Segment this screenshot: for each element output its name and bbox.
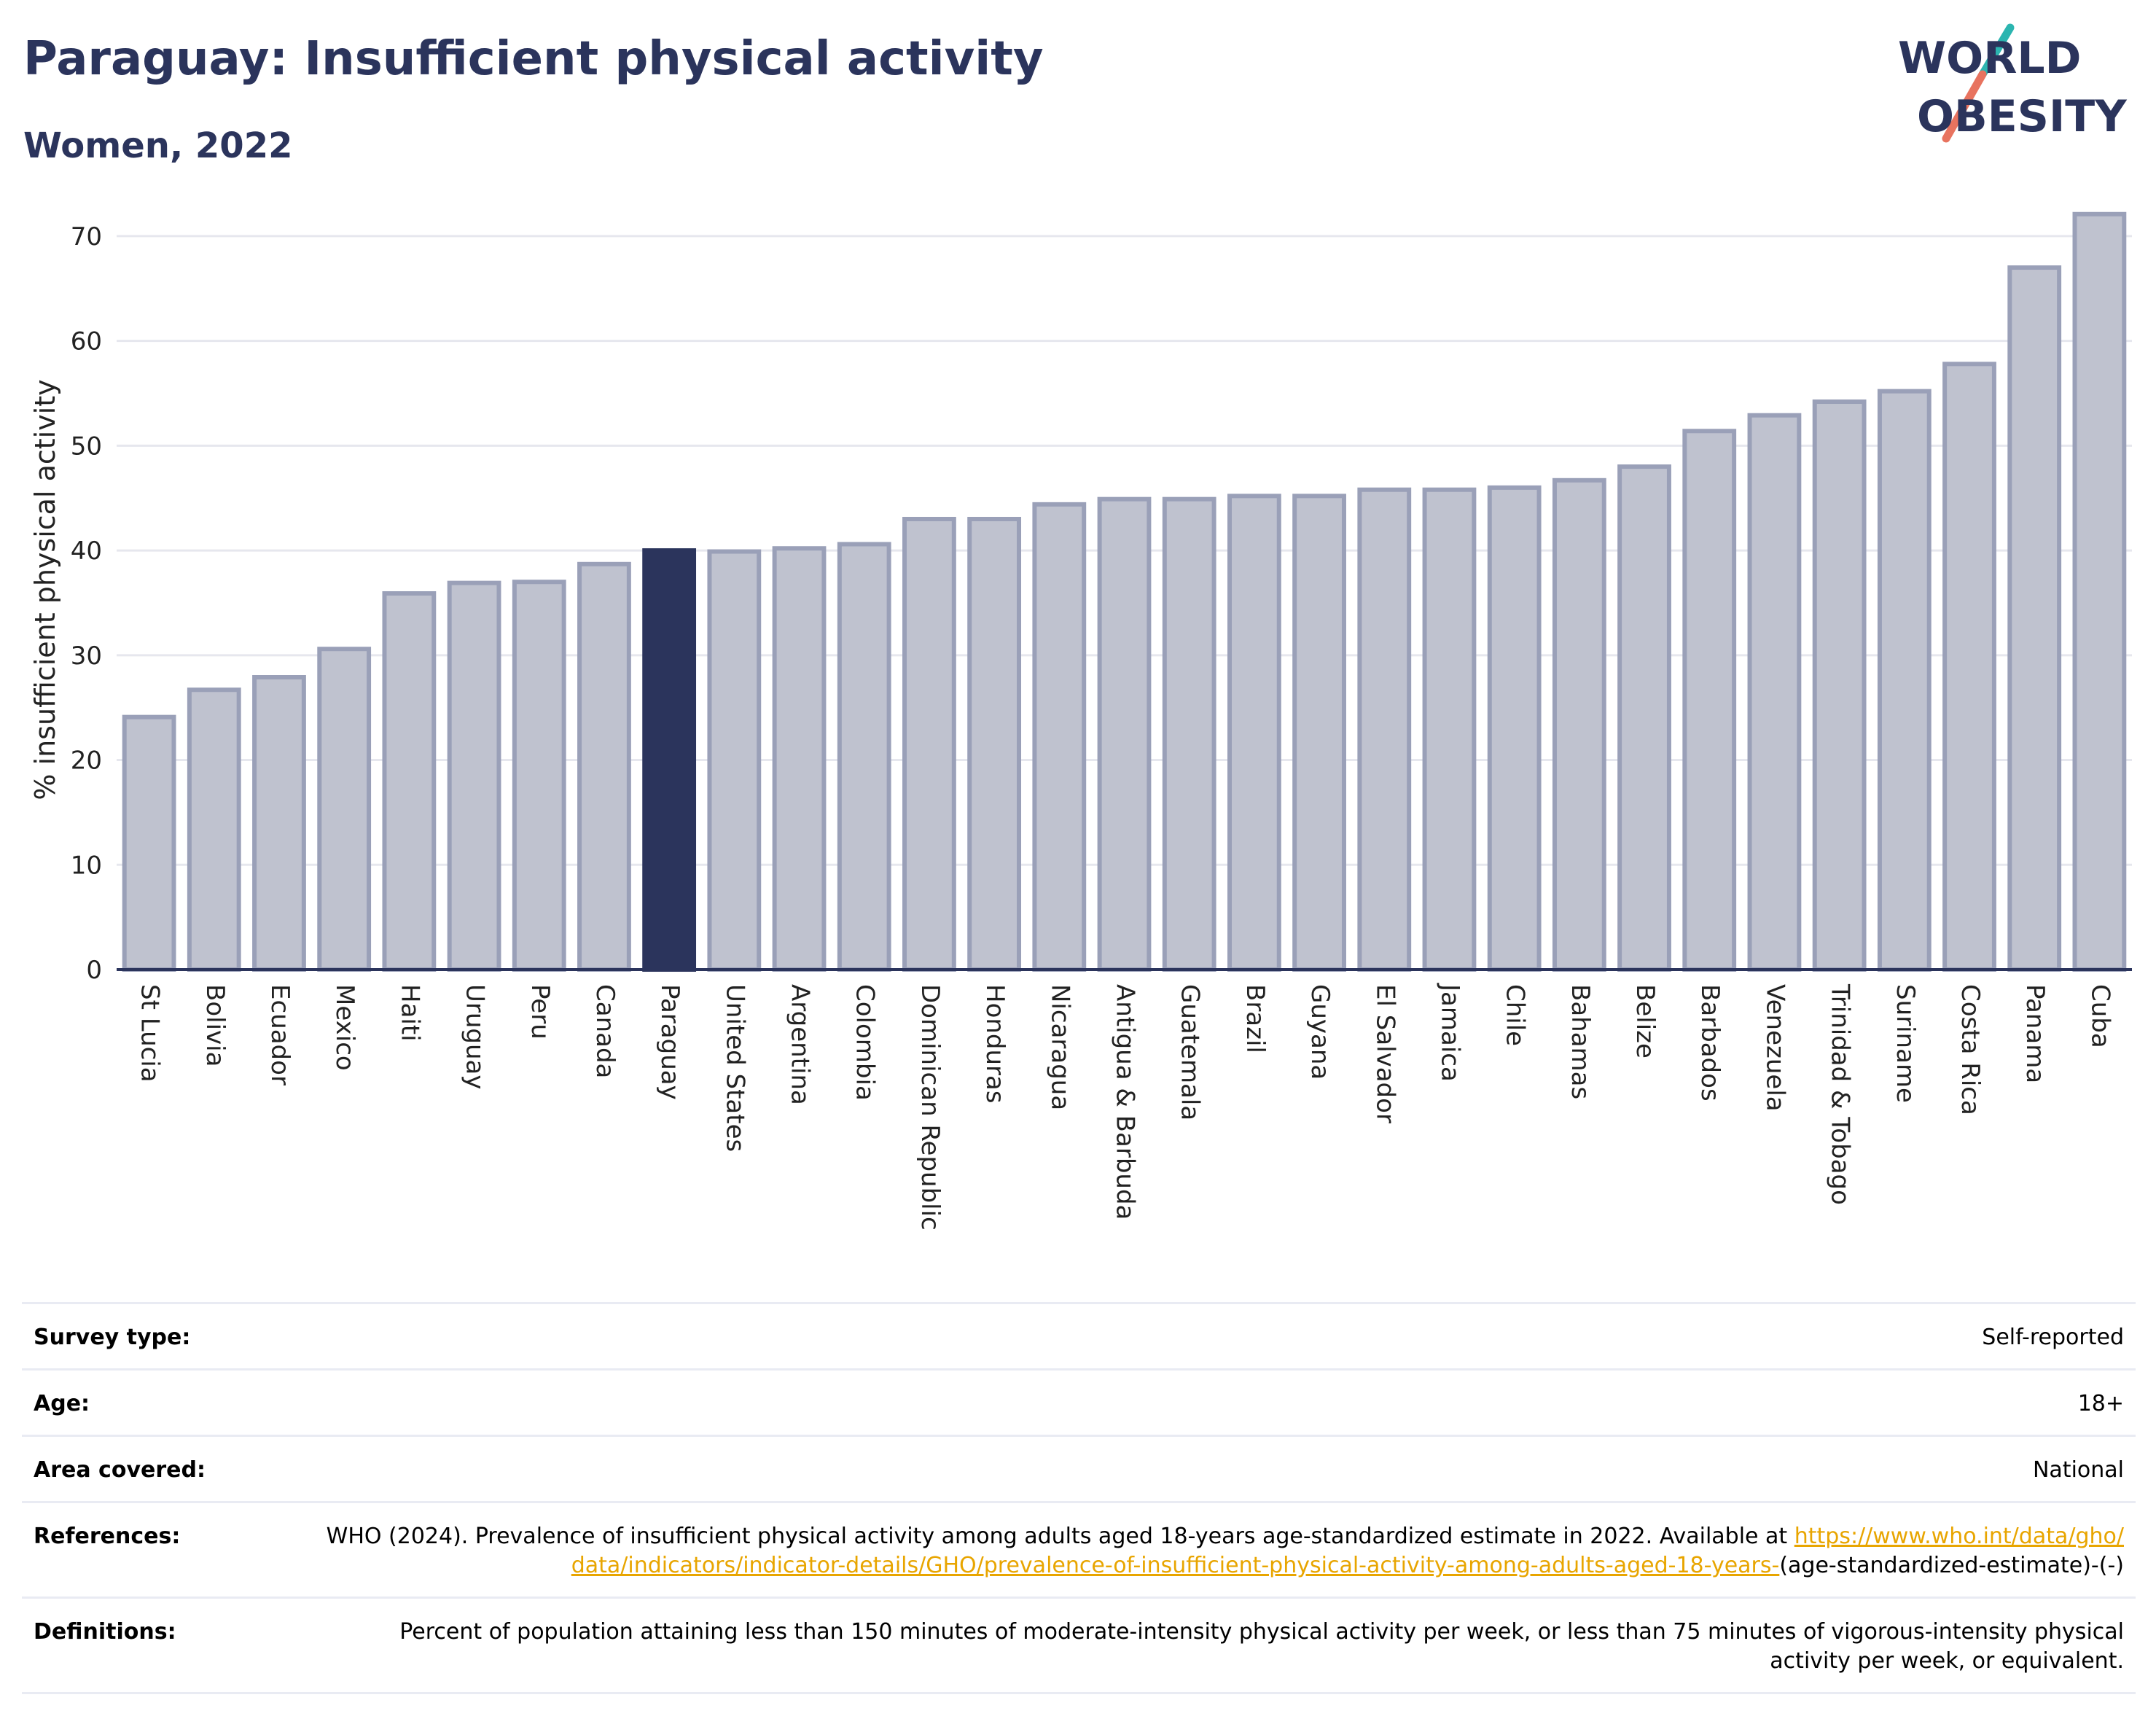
x-tick-label: Nicaragua xyxy=(1045,984,1074,1110)
reference-suffix: (age-standardized-estimate)-(-) xyxy=(1779,1553,2124,1578)
bar xyxy=(577,561,631,972)
bar xyxy=(1877,389,1932,972)
x-tick-label: Peru xyxy=(526,984,555,1040)
meta-value: WHO (2024). Prevalence of insufficient p… xyxy=(325,1522,2124,1580)
bar xyxy=(1227,494,1281,972)
bar xyxy=(512,580,566,972)
bar xyxy=(707,549,762,972)
bar xyxy=(1552,477,1606,972)
bar xyxy=(1812,399,1867,972)
x-tick-label: Uruguay xyxy=(461,984,490,1090)
meta-row-definitions: Definitions: Percent of population attai… xyxy=(22,1596,2136,1694)
x-tick-label: Haiti xyxy=(395,984,424,1042)
x-tick-label: El Salvador xyxy=(1370,984,1399,1123)
meta-label: Definitions: xyxy=(34,1619,176,1645)
x-tick-label: Paraguay xyxy=(655,984,684,1100)
bar xyxy=(187,687,241,972)
logo-slash-coral xyxy=(1942,70,1987,143)
bar xyxy=(902,516,956,972)
bar xyxy=(1942,362,1996,972)
x-tick-label: Argentina xyxy=(786,984,815,1105)
y-tick-label: 70 xyxy=(71,222,102,252)
bar xyxy=(1097,496,1152,972)
meta-label: Survey type: xyxy=(34,1325,191,1350)
meta-row-survey-type: Survey type: Self-reported xyxy=(22,1302,2136,1368)
x-tick-label: Bahamas xyxy=(1566,984,1595,1099)
bar xyxy=(1487,485,1542,972)
x-tick-label: Brazil xyxy=(1241,984,1270,1053)
x-tick-label: Canada xyxy=(590,984,620,1078)
x-tick-label: St Lucia xyxy=(136,984,165,1083)
reference-text: WHO (2024). Prevalence of insufficient p… xyxy=(326,1524,1788,1549)
bar xyxy=(447,580,501,972)
x-tick-label: Venezuela xyxy=(1760,984,1789,1112)
meta-value: Self-reported xyxy=(1982,1325,2124,1350)
bar-chart: 0 10 20 30 40 50 60 70 % insufficient physical a… xyxy=(29,211,2132,1231)
bar xyxy=(1162,496,1216,972)
meta-row-area-covered: Area covered: National xyxy=(22,1435,2136,1501)
bar xyxy=(1747,413,1802,972)
meta-label: References: xyxy=(34,1524,181,1549)
bar xyxy=(1032,502,1087,972)
logo-slash-teal xyxy=(1978,23,2015,79)
bar xyxy=(1682,429,1737,972)
x-tick-label: Ecuador xyxy=(265,984,294,1085)
x-tick-label: Costa Rica xyxy=(1956,984,1985,1115)
y-tick-label: 30 xyxy=(71,642,102,671)
x-tick-label: United States xyxy=(720,984,749,1152)
meta-value: 18+ xyxy=(2077,1391,2124,1416)
metadata-table: Survey type: Self-reported Age: 18+ Area… xyxy=(22,1302,2136,1694)
meta-row-references: References: WHO (2024). Prevalence of in… xyxy=(22,1501,2136,1596)
meta-value: Percent of population attaining less tha… xyxy=(399,1619,2124,1674)
bar xyxy=(382,591,437,972)
meta-row-age: Age: 18+ xyxy=(22,1368,2136,1435)
x-tick-label: Jamaica xyxy=(1435,983,1464,1082)
x-tick-label: Dominican Republic xyxy=(915,984,945,1231)
bar xyxy=(837,542,891,972)
bar xyxy=(252,675,306,972)
bar xyxy=(1292,494,1346,972)
y-tick-label: 50 xyxy=(71,432,102,461)
x-tick-label: Chile xyxy=(1501,984,1530,1046)
bar xyxy=(2007,265,2062,972)
x-tick-label: Guyana xyxy=(1305,984,1335,1080)
x-tick-label: Colombia xyxy=(851,984,880,1101)
y-tick-label: 60 xyxy=(71,327,102,356)
bar xyxy=(2072,211,2127,972)
x-tick-label: Guatemala xyxy=(1176,984,1205,1120)
bar xyxy=(317,647,372,972)
y-tick-label: 0 xyxy=(86,956,102,985)
bar xyxy=(1617,464,1671,972)
x-tick-label: Belize xyxy=(1630,984,1660,1058)
page-title: Paraguay: Insufficient physical activity xyxy=(23,32,1044,86)
bar xyxy=(1422,487,1477,972)
y-tick-label: 10 xyxy=(71,851,102,880)
x-tick-label: Suriname xyxy=(1891,984,1920,1103)
y-axis-title: % insufficient physical activity xyxy=(29,379,61,800)
x-tick-label: Panama xyxy=(2020,984,2050,1083)
world-obesity-logo: WORLD OBESITY xyxy=(1898,23,2128,143)
x-tick-label: Honduras xyxy=(980,984,1009,1104)
page-subtitle: Women, 2022 xyxy=(23,125,293,166)
bar xyxy=(772,546,827,972)
x-tick-label: Barbados xyxy=(1695,984,1725,1102)
bar xyxy=(967,516,1022,972)
bar xyxy=(1357,487,1412,972)
logo-line1: WORLD xyxy=(1898,33,2081,84)
reference-link[interactable]: https://www.who.int/data/gho/data/indica… xyxy=(571,1524,2124,1578)
bar xyxy=(122,714,176,972)
y-tick-label: 20 xyxy=(71,746,102,776)
meta-label: Age: xyxy=(34,1391,90,1416)
x-tick-label: Bolivia xyxy=(200,984,230,1067)
meta-value: National xyxy=(2032,1457,2124,1483)
bar xyxy=(642,548,697,972)
logo-line2: OBESITY xyxy=(1917,91,2128,142)
x-tick-label: Cuba xyxy=(2085,984,2114,1048)
x-tick-label: Antigua & Barbuda xyxy=(1111,984,1140,1220)
y-tick-label: 40 xyxy=(71,537,102,566)
meta-label: Area covered: xyxy=(34,1457,206,1483)
x-tick-label: Mexico xyxy=(330,984,359,1071)
x-tick-label: Trinidad & Tobago xyxy=(1826,983,1855,1205)
